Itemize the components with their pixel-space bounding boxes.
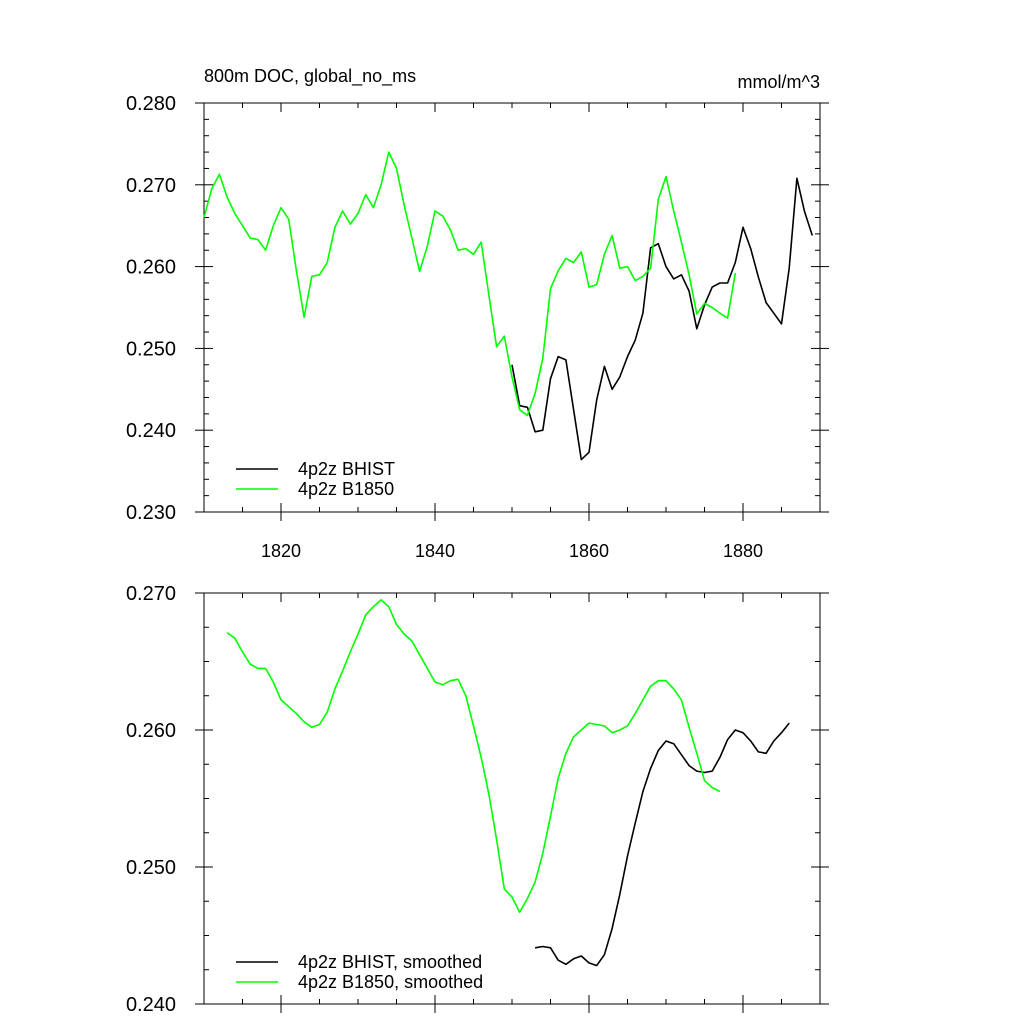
x-tick-label: 1880 bbox=[723, 541, 763, 561]
y-tick-label: 0.260 bbox=[126, 720, 176, 742]
x-tick-label: 1860 bbox=[569, 541, 609, 561]
x-tick-label: 1840 bbox=[415, 541, 455, 561]
x-tick-label: 1820 bbox=[261, 541, 301, 561]
y-tick-label: 0.270 bbox=[126, 583, 176, 605]
top-panel: 800m DOC, global_no_ms mmol/m^3 1820 1840… bbox=[126, 66, 829, 561]
legend-label: 4p2z BHIST bbox=[298, 459, 395, 479]
series-line-bhist bbox=[511, 177, 814, 461]
plot-frame bbox=[203, 592, 821, 1005]
series-line-bhist bbox=[534, 722, 790, 967]
legend-label: 4p2z B1850 bbox=[298, 479, 394, 499]
plot-frame bbox=[203, 102, 821, 513]
bottom-panel: 0.240 0.250 0.260 0.270 4p2z BHIST, smoothed… bbox=[126, 583, 829, 1016]
series-line-b1850 bbox=[203, 151, 737, 417]
y-tick-label: 0.250 bbox=[126, 857, 176, 879]
y-tick-label: 0.250 bbox=[126, 338, 176, 360]
y-tick-label: 0.230 bbox=[126, 502, 176, 524]
legend-label: 4p2z BHIST, smoothed bbox=[298, 952, 482, 972]
legend-label: 4p2z B1850, smoothed bbox=[298, 972, 483, 992]
y-tick-label: 0.240 bbox=[126, 420, 176, 442]
top-panel-title: 800m DOC, global_no_ms bbox=[204, 66, 416, 87]
y-tick-label: 0.270 bbox=[126, 175, 176, 197]
y-tick-label: 0.240 bbox=[126, 994, 176, 1016]
top-panel-units: mmol/m^3 bbox=[738, 72, 820, 92]
y-tick-label: 0.260 bbox=[126, 257, 176, 279]
y-tick-label: 0.280 bbox=[126, 93, 176, 115]
series-line-b1850 bbox=[226, 599, 721, 913]
